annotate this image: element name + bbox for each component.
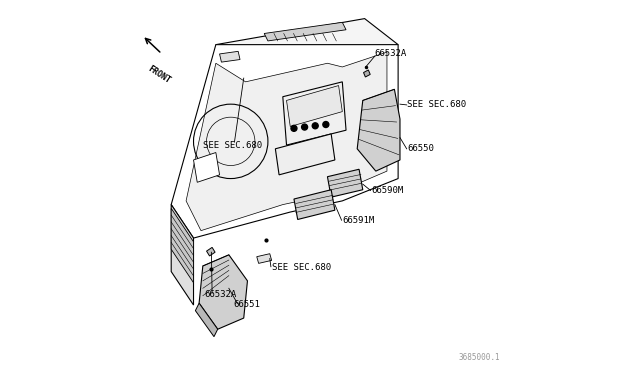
Text: FRONT: FRONT [147,64,172,85]
Polygon shape [216,19,398,74]
Circle shape [291,125,297,131]
Polygon shape [193,153,220,182]
Polygon shape [364,70,370,77]
Polygon shape [172,205,193,305]
Polygon shape [195,303,218,337]
Polygon shape [275,134,335,175]
Text: 66591M: 66591M [342,216,374,225]
Text: 66532A: 66532A [204,290,236,299]
Polygon shape [357,89,400,171]
Text: SEE SEC.680: SEE SEC.680 [271,263,331,272]
Polygon shape [257,254,271,263]
Text: 66532A: 66532A [374,49,406,58]
Polygon shape [207,247,215,256]
Text: 3685000.1: 3685000.1 [459,353,500,362]
Polygon shape [220,51,240,62]
Polygon shape [294,190,335,219]
Circle shape [323,122,329,128]
Polygon shape [186,52,387,231]
Text: 66551: 66551 [234,300,260,309]
Polygon shape [172,45,398,238]
Polygon shape [283,82,346,145]
Polygon shape [172,208,193,283]
Polygon shape [328,169,363,197]
Circle shape [301,124,308,130]
Polygon shape [199,255,248,329]
Polygon shape [287,86,342,126]
Polygon shape [264,22,346,41]
Text: 66590M: 66590M [371,186,404,195]
Text: 66550: 66550 [408,144,435,153]
Text: SEE SEC.680: SEE SEC.680 [408,100,467,109]
Text: SEE SEC.680: SEE SEC.680 [203,141,262,150]
Circle shape [312,123,318,129]
